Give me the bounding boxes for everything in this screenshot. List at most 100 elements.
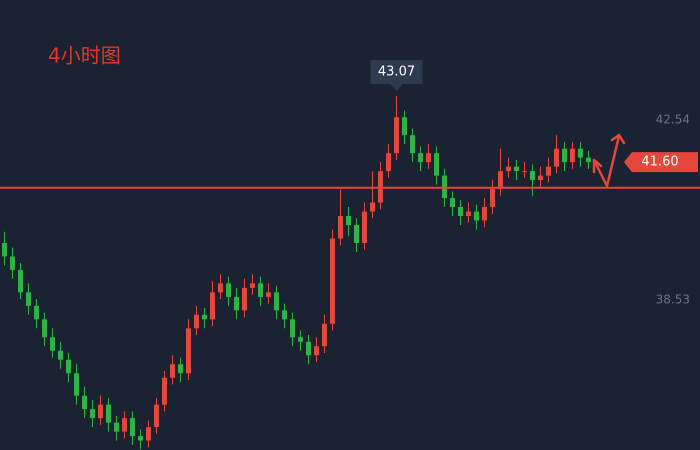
candle-body	[290, 319, 295, 338]
candle	[362, 202, 367, 250]
candle	[90, 400, 95, 428]
peak-callout-box	[370, 60, 423, 92]
candle-body	[10, 256, 15, 270]
candle-body	[58, 350, 63, 360]
arrow-path	[592, 134, 621, 188]
candle	[218, 274, 223, 300]
arrow-head	[610, 133, 626, 145]
candle	[10, 247, 15, 279]
candle-body	[546, 166, 551, 176]
candle	[82, 386, 87, 419]
candle	[474, 204, 479, 230]
candle	[194, 305, 199, 336]
forecast-arrow	[592, 133, 626, 188]
candle-body	[450, 198, 455, 208]
candle-body	[98, 404, 103, 419]
candle-body	[50, 337, 55, 351]
candle	[346, 207, 351, 237]
candle	[466, 202, 471, 223]
y-tick-label: 38.53	[656, 293, 690, 307]
candle	[394, 96, 399, 160]
candle	[242, 278, 247, 318]
candle-body	[538, 175, 543, 181]
candle-body	[562, 148, 567, 163]
candle-body	[362, 211, 367, 243]
candle	[562, 141, 567, 172]
candle	[138, 429, 143, 450]
candle-body	[410, 135, 415, 154]
candle-body	[34, 305, 39, 320]
candle-body	[202, 314, 207, 320]
candle	[122, 411, 127, 439]
candle	[450, 191, 455, 217]
candle	[106, 397, 111, 432]
candle-body	[426, 153, 431, 163]
candle-body	[114, 422, 119, 432]
chart-title: 4小时图	[48, 44, 121, 68]
candle-body	[90, 409, 95, 419]
candle	[34, 299, 39, 329]
candle-body	[26, 292, 31, 306]
candle-body	[218, 283, 223, 293]
arrow-tail	[592, 158, 603, 174]
candle	[546, 157, 551, 183]
candle-body	[330, 238, 335, 324]
candle-body	[306, 341, 311, 356]
candle-body	[490, 189, 495, 208]
candle-body	[514, 166, 519, 172]
candle-body	[82, 395, 87, 410]
candle-body	[154, 404, 159, 428]
candle-body	[178, 364, 183, 374]
candle-body	[66, 359, 71, 374]
candle	[554, 135, 559, 174]
candle	[538, 166, 543, 187]
candle-body	[418, 153, 423, 163]
candle	[210, 281, 215, 327]
candle	[482, 198, 487, 228]
candle-body	[386, 153, 391, 172]
candle-body	[162, 377, 167, 405]
candle-body	[18, 269, 23, 293]
candle-body	[394, 117, 399, 154]
candle	[418, 146, 423, 172]
candle	[434, 146, 439, 185]
candle-body	[242, 287, 247, 311]
candle-body	[130, 418, 135, 437]
candle-body	[322, 323, 327, 347]
candle	[26, 283, 31, 315]
candle	[226, 276, 231, 306]
candle-body	[106, 404, 111, 423]
candle-body	[354, 225, 359, 243]
candle-body	[506, 166, 511, 172]
candle-body	[346, 216, 351, 225]
candle-body	[170, 364, 175, 378]
candle	[322, 314, 327, 353]
candle	[18, 263, 23, 300]
candle-body	[210, 292, 215, 320]
candle	[370, 171, 375, 219]
candle-body	[42, 319, 47, 338]
candle	[42, 312, 47, 347]
candle	[178, 357, 183, 383]
candle	[250, 274, 255, 295]
candle	[586, 150, 591, 169]
candle-body	[146, 427, 151, 441]
candle	[290, 312, 295, 347]
candle	[386, 144, 391, 178]
candle-body	[530, 171, 535, 181]
candle	[58, 341, 63, 369]
candle-body	[586, 157, 591, 163]
candle-body	[434, 153, 439, 176]
candle	[162, 370, 167, 412]
candle	[186, 319, 191, 380]
candle-body	[402, 117, 407, 136]
candle	[74, 364, 79, 405]
candle-body	[578, 148, 583, 158]
candle	[522, 162, 527, 178]
candle	[146, 420, 151, 448]
candle	[330, 229, 335, 331]
candle	[50, 328, 55, 358]
candle-body	[186, 328, 191, 374]
